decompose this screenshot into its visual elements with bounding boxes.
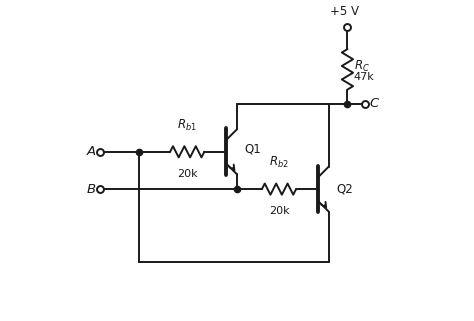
Text: 20k: 20k	[177, 169, 198, 179]
Text: $R_C$: $R_C$	[354, 59, 370, 74]
Text: +5 V: +5 V	[330, 5, 359, 18]
Text: $R_{b2}$: $R_{b2}$	[269, 155, 289, 170]
Text: 47k: 47k	[354, 72, 374, 82]
Text: 20k: 20k	[269, 206, 289, 216]
Text: Q1: Q1	[245, 142, 262, 155]
Text: C: C	[369, 97, 378, 110]
Text: $R_{b1}$: $R_{b1}$	[177, 118, 197, 133]
Text: Q2: Q2	[337, 183, 353, 195]
Text: B: B	[86, 183, 95, 195]
Text: A: A	[86, 145, 95, 158]
